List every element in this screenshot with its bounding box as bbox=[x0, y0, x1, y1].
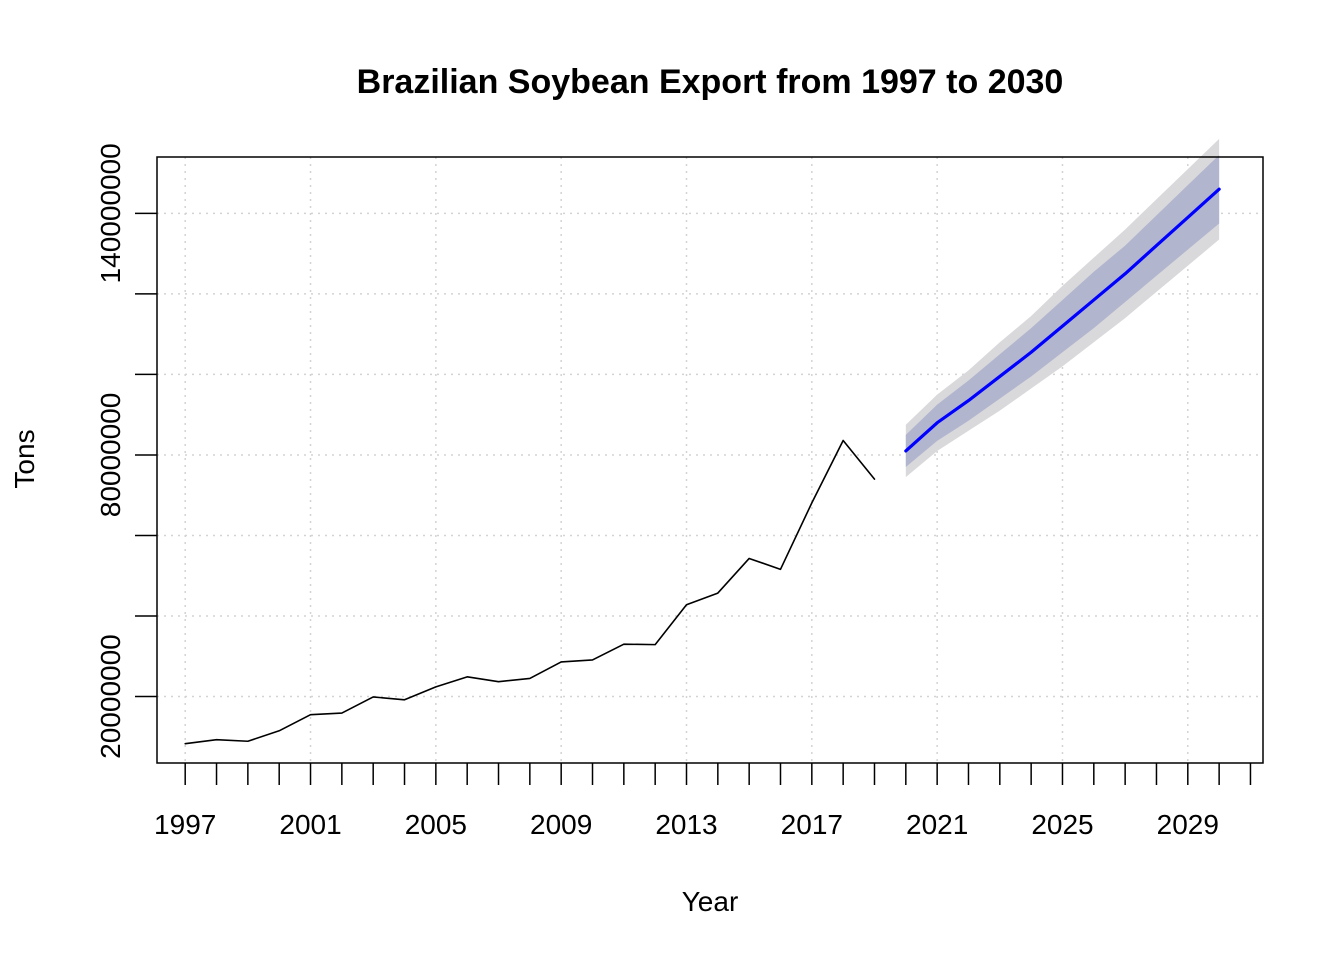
x-tick-label: 2025 bbox=[1031, 809, 1093, 840]
x-tick-label: 2009 bbox=[530, 809, 592, 840]
x-tick-label: 2013 bbox=[655, 809, 717, 840]
x-tick-label: 2029 bbox=[1157, 809, 1219, 840]
x-tick-label: 2021 bbox=[906, 809, 968, 840]
x-tick-label: 2005 bbox=[405, 809, 467, 840]
series-line-historical bbox=[184, 439, 876, 745]
y-tick-label: 140000000 bbox=[95, 143, 126, 283]
x-tick-label: 1997 bbox=[154, 809, 216, 840]
forecast-bands bbox=[905, 138, 1220, 478]
y-axis-label: Tons bbox=[9, 429, 40, 488]
plot-frame bbox=[156, 156, 1264, 764]
series-lines bbox=[184, 187, 1221, 745]
x-tick-label: 2001 bbox=[279, 809, 341, 840]
series-line-forecast bbox=[904, 187, 1221, 453]
chart-title: Brazilian Soybean Export from 1997 to 20… bbox=[357, 63, 1064, 101]
axes: 1997 2001 2005 2009 2013 2017 2021 2025 2029 2000… bbox=[95, 143, 1252, 840]
grid bbox=[157, 157, 1263, 763]
y-tick-label: 80000000 bbox=[95, 393, 126, 518]
x-axis-label: Year bbox=[682, 886, 739, 917]
x-tick-label: 2017 bbox=[781, 809, 843, 840]
band-80 bbox=[905, 154, 1220, 468]
y-tick-label: 20000000 bbox=[95, 634, 126, 759]
